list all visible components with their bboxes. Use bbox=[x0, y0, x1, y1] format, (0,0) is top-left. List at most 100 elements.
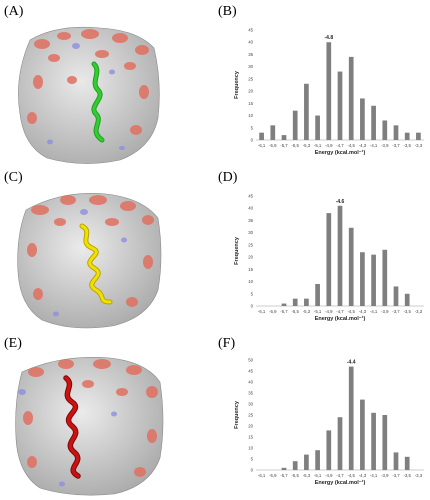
y-axis-title: Frequency bbox=[234, 400, 240, 429]
y-tick-label: 25 bbox=[248, 76, 253, 81]
x-tick-label: -4,9 bbox=[325, 473, 333, 478]
histogram-bar bbox=[292, 461, 298, 470]
x-tick-label: -4,9 bbox=[325, 143, 333, 148]
x-tick-label: -4,1 bbox=[370, 473, 378, 478]
y-tick-label: 5 bbox=[251, 291, 254, 296]
x-tick-label: -4,7 bbox=[336, 309, 344, 314]
histogram-bar bbox=[360, 252, 365, 306]
x-tick-label: -5,1 bbox=[314, 309, 322, 314]
x-tick-label: -5,7 bbox=[280, 309, 288, 314]
protein-structure-c bbox=[17, 193, 162, 329]
y-tick-label: 10 bbox=[248, 279, 253, 284]
peak-energy-label: -4.6 bbox=[336, 199, 345, 205]
histogram-bar bbox=[281, 467, 287, 470]
x-tick-label: -3,7 bbox=[392, 309, 400, 314]
y-tick-label: 45 bbox=[248, 369, 253, 374]
x-tick-label: -3,7 bbox=[392, 473, 400, 478]
y-tick-label: 0 bbox=[251, 304, 254, 309]
histogram-bar bbox=[348, 366, 354, 470]
x-tick-label: -3,9 bbox=[381, 309, 389, 314]
y-tick-label: 5 bbox=[251, 125, 254, 130]
y-tick-label: 15 bbox=[248, 435, 253, 440]
x-tick-label: -5,9 bbox=[269, 473, 277, 478]
y-tick-label: 50 bbox=[248, 358, 253, 363]
histogram-bar bbox=[304, 83, 309, 140]
x-tick-label: -4,7 bbox=[336, 473, 344, 478]
panel-label-b: (B) bbox=[218, 4, 237, 19]
x-tick-label: -3,3 bbox=[415, 309, 423, 314]
panel-label-f: (F) bbox=[218, 336, 236, 351]
panel-label-e: (E) bbox=[4, 336, 22, 351]
histogram-bar bbox=[382, 120, 388, 140]
histogram-chart-b: 0 5 10 15 20 25 30 35 40 45 -6,1 -5,9 -5,7 -5,5 -5,3 -5… bbox=[234, 28, 424, 156]
x-tick-label: -3,5 bbox=[403, 309, 411, 314]
histogram-bar bbox=[326, 430, 332, 470]
histogram-bar bbox=[304, 454, 309, 470]
x-tick-label: -5,1 bbox=[314, 473, 322, 478]
x-tick-label: -4,5 bbox=[347, 309, 355, 314]
x-tick-label: -6,1 bbox=[258, 473, 266, 478]
histogram-bar bbox=[393, 452, 399, 470]
histogram-chart-d: 0 5 10 15 20 25 30 35 40 45 -6,1 -5,9 -5,7 -5,5 -5,3 -5… bbox=[234, 194, 424, 322]
x-axis-title: Energy (kcal.mol⁻¹) bbox=[315, 315, 366, 322]
y-tick-label: 35 bbox=[248, 218, 253, 223]
x-tick-label: -3,3 bbox=[415, 143, 423, 148]
x-tick-label: -6,1 bbox=[258, 309, 266, 314]
histogram-bar bbox=[337, 417, 343, 470]
histogram-bar bbox=[360, 399, 365, 470]
x-tick-label: -4,5 bbox=[347, 473, 355, 478]
histogram-bar bbox=[315, 284, 320, 306]
histogram-bar bbox=[404, 293, 410, 306]
histogram-bar bbox=[292, 110, 298, 140]
y-tick-label: 15 bbox=[248, 101, 253, 106]
x-tick-label: -5,5 bbox=[291, 309, 299, 314]
panel-label-a: (A) bbox=[4, 4, 24, 19]
x-tick-label: -5,7 bbox=[280, 473, 288, 478]
histogram-bar bbox=[281, 303, 287, 306]
y-tick-label: 0 bbox=[251, 138, 254, 143]
x-tick-label: -4,7 bbox=[336, 143, 344, 148]
x-axis-title: Energy (kcal.mol⁻¹) bbox=[315, 149, 366, 156]
histogram-bar bbox=[348, 227, 354, 306]
y-tick-label: 30 bbox=[248, 230, 253, 235]
y-axis-title: Frequency bbox=[234, 236, 240, 265]
x-tick-label: -4,5 bbox=[347, 143, 355, 148]
x-tick-label: -5,9 bbox=[269, 143, 277, 148]
histogram-bar bbox=[337, 71, 343, 140]
panel-label-c: (C) bbox=[4, 170, 23, 185]
x-tick-label: -4,3 bbox=[359, 309, 367, 314]
y-tick-label: 10 bbox=[248, 446, 253, 451]
histogram-bar bbox=[326, 42, 332, 140]
peak-energy-label: -4.8 bbox=[324, 35, 333, 41]
x-tick-label: -5,1 bbox=[314, 143, 322, 148]
y-tick-label: 5 bbox=[251, 457, 254, 462]
x-tick-label: -5,5 bbox=[291, 473, 299, 478]
x-tick-label: -3,7 bbox=[392, 143, 400, 148]
histogram-bar bbox=[382, 415, 388, 470]
histogram-chart-f: 0 5 10 15 20 25 30 35 40 45 50 -6,1 -5,9 -5,7 -5,5 -5,3… bbox=[234, 358, 424, 486]
y-axis-title: Frequency bbox=[234, 70, 240, 99]
peak-energy-label: -4.4 bbox=[347, 360, 356, 366]
y-tick-label: 0 bbox=[251, 468, 254, 473]
y-tick-label: 35 bbox=[248, 391, 253, 396]
y-tick-label: 20 bbox=[248, 424, 253, 429]
histogram-bar bbox=[371, 105, 376, 140]
x-tick-label: -3,9 bbox=[381, 473, 389, 478]
histogram-bar bbox=[382, 249, 388, 306]
x-tick-label: -4,1 bbox=[370, 309, 378, 314]
y-tick-label: 25 bbox=[248, 242, 253, 247]
x-tick-label: -4,3 bbox=[359, 143, 367, 148]
histogram-bar bbox=[315, 115, 320, 140]
histogram-bar bbox=[360, 98, 365, 140]
x-tick-label: -4,3 bbox=[359, 473, 367, 478]
x-tick-label: -3,5 bbox=[403, 143, 411, 148]
x-tick-label: -6,1 bbox=[258, 143, 266, 148]
histogram-bar bbox=[259, 132, 264, 140]
histogram-bar bbox=[281, 135, 287, 140]
histogram-bar bbox=[270, 125, 276, 140]
x-tick-label: -3,3 bbox=[415, 473, 423, 478]
x-tick-label: -5,3 bbox=[303, 473, 311, 478]
protein-structure-a bbox=[18, 26, 160, 164]
histogram-bar bbox=[416, 132, 421, 140]
x-tick-label: -4,9 bbox=[325, 309, 333, 314]
